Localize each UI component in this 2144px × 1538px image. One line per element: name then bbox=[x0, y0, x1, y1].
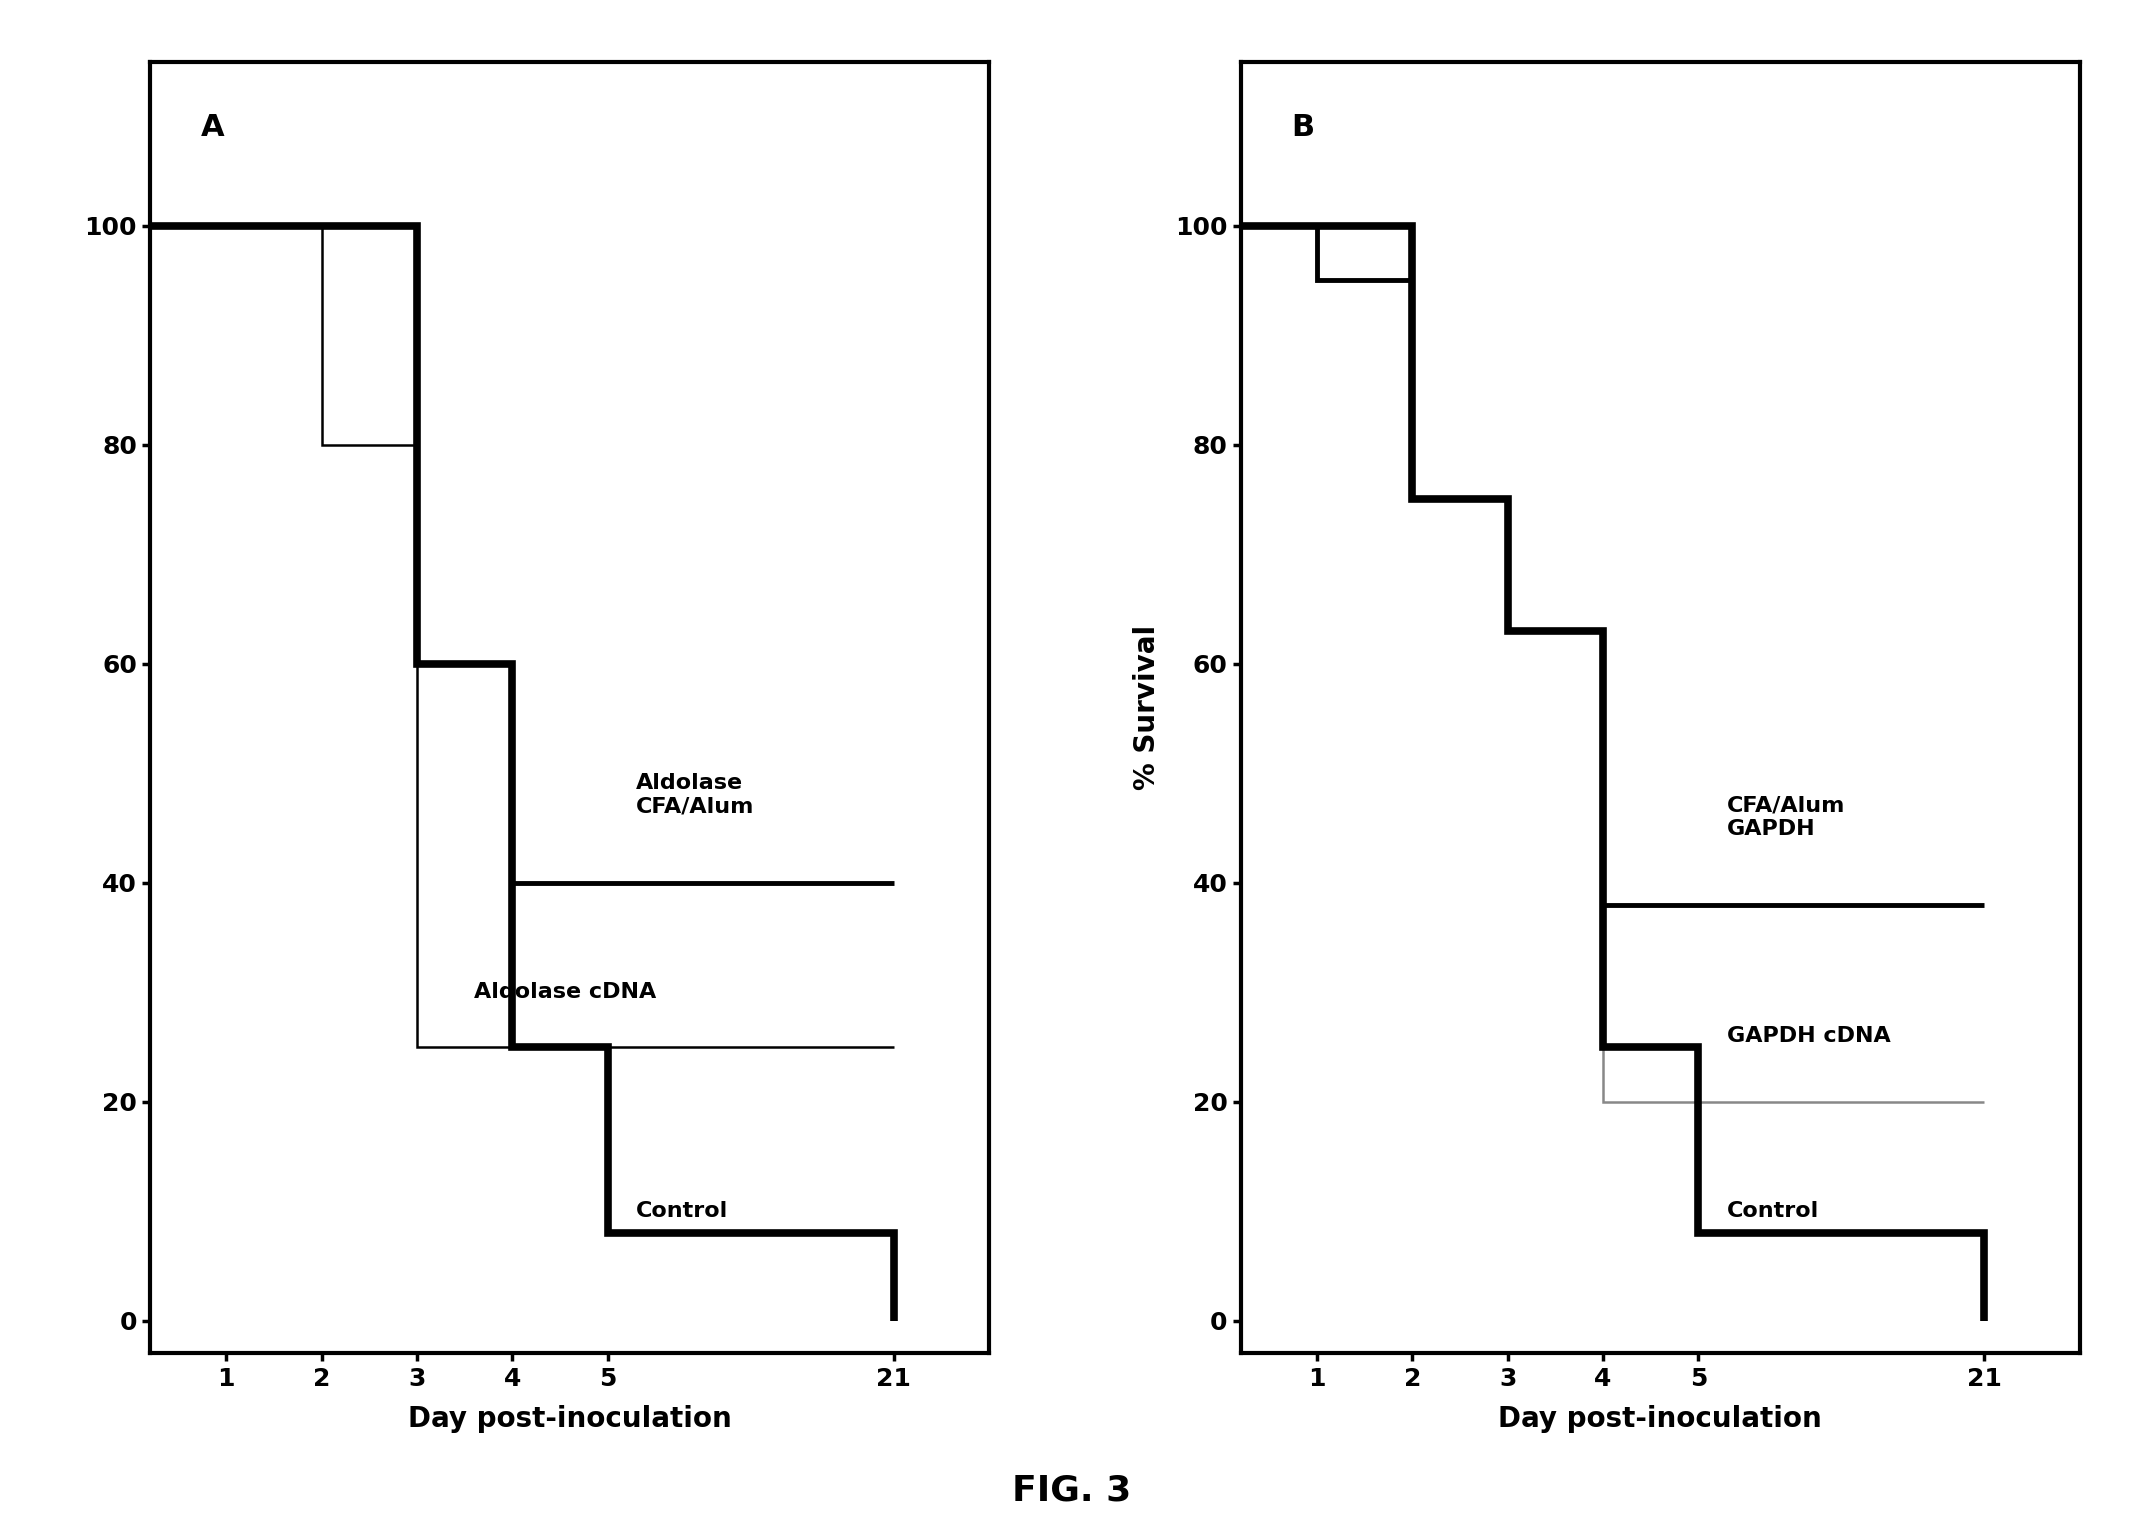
Text: Aldolase cDNA: Aldolase cDNA bbox=[474, 983, 656, 1003]
Y-axis label: % Survival: % Survival bbox=[1134, 624, 1162, 791]
Text: CFA/Alum
GAPDH: CFA/Alum GAPDH bbox=[1726, 795, 1846, 838]
Text: GAPDH cDNA: GAPDH cDNA bbox=[1726, 1026, 1891, 1046]
X-axis label: Day post-inoculation: Day post-inoculation bbox=[407, 1404, 731, 1432]
Text: Control: Control bbox=[637, 1201, 729, 1221]
Text: Aldolase
CFA/Alum: Aldolase CFA/Alum bbox=[637, 774, 755, 817]
Text: A: A bbox=[199, 114, 223, 141]
Text: B: B bbox=[1291, 114, 1314, 141]
X-axis label: Day post-inoculation: Day post-inoculation bbox=[1499, 1404, 1822, 1432]
Text: FIG. 3: FIG. 3 bbox=[1012, 1473, 1132, 1507]
Text: Control: Control bbox=[1726, 1201, 1820, 1221]
